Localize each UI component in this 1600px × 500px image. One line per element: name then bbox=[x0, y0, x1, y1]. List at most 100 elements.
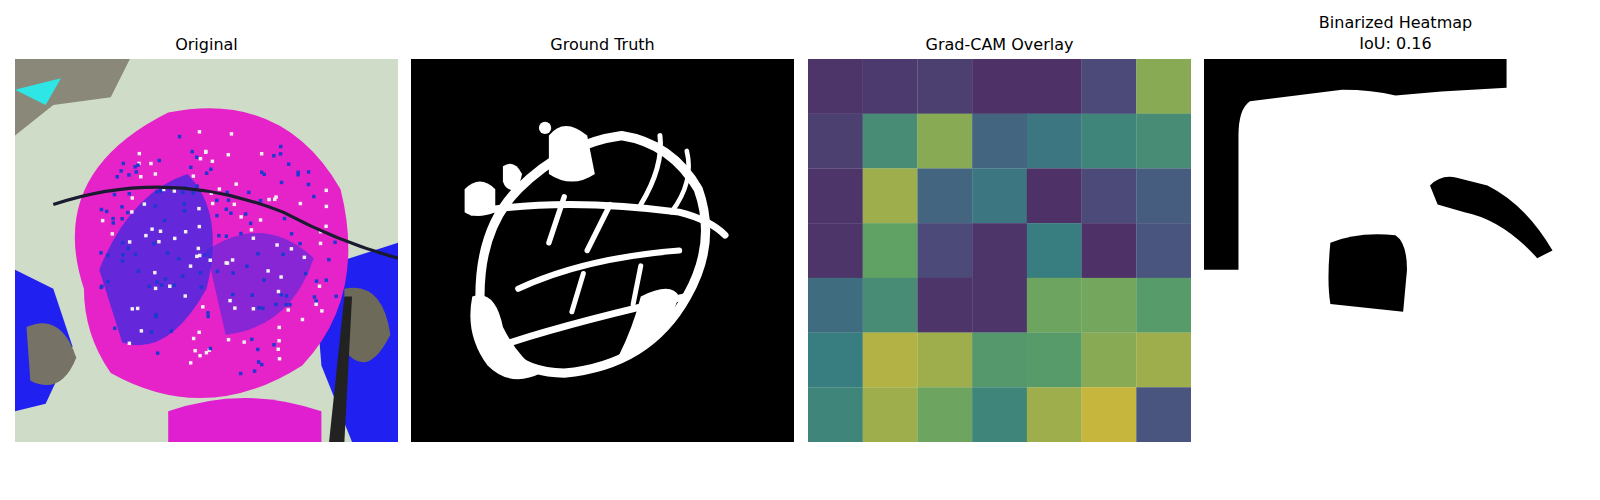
texture bbox=[288, 303, 291, 306]
texture bbox=[209, 347, 212, 350]
texture bbox=[239, 372, 242, 375]
texture bbox=[181, 191, 184, 194]
texture bbox=[191, 191, 194, 194]
texture bbox=[204, 151, 207, 154]
texture bbox=[154, 313, 157, 316]
heatmap-cell bbox=[1082, 168, 1137, 223]
heatmap-cell bbox=[917, 114, 972, 169]
texture bbox=[198, 130, 201, 133]
heatmap-cell bbox=[972, 114, 1027, 169]
texture bbox=[115, 175, 118, 178]
lesion bbox=[465, 182, 496, 216]
bg-patch bbox=[15, 78, 61, 105]
texture bbox=[319, 242, 322, 245]
texture bbox=[158, 159, 161, 162]
texture bbox=[143, 202, 146, 205]
vein bbox=[518, 251, 679, 289]
bg-patch bbox=[15, 59, 130, 136]
panel bbox=[1204, 59, 1587, 442]
texture bbox=[239, 215, 242, 218]
heatmap-cell bbox=[1136, 168, 1191, 223]
texture bbox=[307, 170, 310, 173]
panel-title: Original bbox=[175, 35, 238, 54]
heatmap-cell bbox=[1136, 333, 1191, 388]
heatmap-cell bbox=[808, 223, 863, 278]
heatmap-cell bbox=[863, 387, 918, 442]
heatmap-cell bbox=[972, 387, 1027, 442]
texture bbox=[249, 222, 252, 225]
texture bbox=[178, 135, 181, 138]
texture bbox=[231, 271, 234, 274]
texture bbox=[209, 259, 212, 262]
texture bbox=[259, 199, 262, 202]
texture bbox=[181, 275, 184, 278]
heatmap-cell bbox=[1082, 278, 1137, 333]
background bbox=[15, 59, 398, 442]
heatmap-cell bbox=[972, 59, 1027, 114]
texture bbox=[315, 279, 318, 282]
texture bbox=[228, 299, 231, 302]
texture bbox=[301, 318, 304, 321]
texture bbox=[259, 218, 262, 221]
texture bbox=[155, 280, 158, 283]
texture bbox=[155, 190, 158, 193]
texture bbox=[149, 162, 152, 165]
texture bbox=[191, 150, 194, 153]
texture bbox=[121, 259, 124, 262]
heatmap-cell bbox=[808, 168, 863, 223]
heatmap-cell bbox=[1082, 387, 1137, 442]
texture bbox=[157, 240, 160, 243]
heatmap-cell bbox=[972, 333, 1027, 388]
texture bbox=[278, 326, 281, 329]
texture bbox=[260, 152, 263, 155]
texture bbox=[284, 303, 287, 306]
texture bbox=[274, 303, 277, 306]
lesion bbox=[618, 289, 679, 358]
texture bbox=[205, 351, 208, 354]
texture bbox=[137, 270, 140, 273]
heatmap-cell bbox=[863, 223, 918, 278]
heatmap-cell bbox=[1027, 168, 1082, 223]
texture bbox=[128, 192, 131, 195]
heatmap-cell bbox=[1082, 223, 1137, 278]
texture bbox=[272, 343, 275, 346]
texture bbox=[312, 195, 315, 198]
heatmap-cell bbox=[1027, 114, 1082, 169]
texture bbox=[111, 217, 114, 220]
texture bbox=[252, 307, 255, 310]
texture bbox=[327, 258, 330, 261]
texture bbox=[244, 212, 247, 215]
texture bbox=[201, 305, 204, 308]
texture bbox=[267, 198, 270, 201]
panel-title: IoU: 0.16 bbox=[1359, 34, 1431, 53]
texture bbox=[144, 234, 147, 237]
texture bbox=[183, 202, 186, 205]
heatmap-cell bbox=[972, 223, 1027, 278]
texture bbox=[135, 170, 138, 173]
heatmap-cell bbox=[972, 278, 1027, 333]
texture bbox=[139, 175, 142, 178]
texture bbox=[126, 211, 129, 214]
texture bbox=[106, 254, 109, 257]
texture bbox=[105, 210, 108, 213]
heatmap-cell bbox=[1027, 278, 1082, 333]
heatmap-cell bbox=[808, 387, 863, 442]
texture bbox=[163, 219, 166, 222]
texture bbox=[153, 271, 156, 274]
texture bbox=[256, 348, 259, 351]
texture bbox=[193, 349, 196, 352]
texture bbox=[195, 184, 198, 187]
texture bbox=[159, 230, 162, 233]
texture bbox=[281, 253, 284, 256]
texture bbox=[112, 221, 115, 224]
texture bbox=[173, 189, 176, 192]
panel-title: Binarized Heatmap bbox=[1319, 13, 1472, 32]
texture bbox=[205, 171, 208, 174]
texture bbox=[156, 351, 159, 354]
texture bbox=[257, 360, 260, 363]
texture bbox=[138, 152, 141, 155]
texture bbox=[252, 237, 255, 240]
mask-region bbox=[1430, 177, 1553, 258]
heatmap-cell bbox=[917, 223, 972, 278]
heatmap-cell bbox=[1136, 59, 1191, 114]
